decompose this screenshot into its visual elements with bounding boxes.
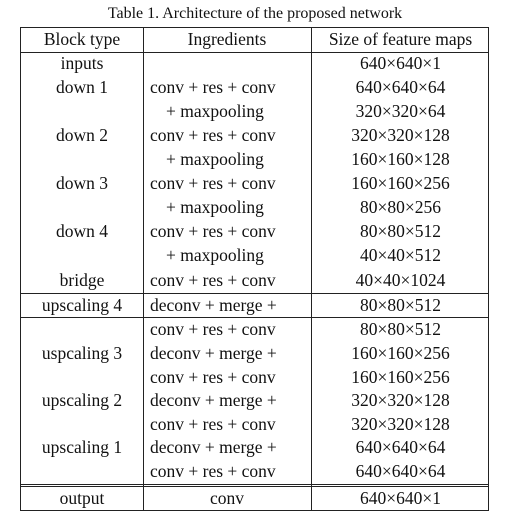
section-rule [21,317,488,318]
block-type-cell: upscaling 2 [41,390,123,410]
ingredient-cell: conv + res + conv [150,125,276,145]
feature-map-cell: 160×160×256 [351,343,450,363]
feature-map-cell: 320×320×128 [351,125,450,145]
section-rule [21,484,488,487]
feature-map-cell: 40×40×1024 [355,270,446,290]
feature-map-cell: 160×160×256 [351,367,450,387]
feature-map-cell: 320×320×128 [351,414,450,434]
ingredient-cell: conv + res + conv [150,414,276,434]
feature-map-cell: 320×320×128 [351,390,450,410]
feature-map-cell: 640×640×64 [355,437,446,457]
column-divider [143,28,144,510]
block-type-cell: down 2 [55,125,108,145]
ingredient-cell: deconv + merge + [150,390,277,410]
block-type-cell: upscaling 4 [41,295,123,315]
feature-map-cell: 640×640×1 [360,488,441,508]
block-type-cell: output [59,488,105,508]
feature-map-cell: 160×160×256 [351,173,450,193]
architecture-table: Block type Ingredients Size of feature m… [20,27,489,511]
feature-map-cell: 640×640×64 [355,77,446,97]
column-divider [311,28,312,510]
block-type-cell: down 4 [55,221,108,241]
feature-map-cell: 640×640×64 [355,461,446,481]
ingredient-cell: conv + res + conv [150,319,276,339]
block-type-cell: upscaling 1 [41,437,123,457]
header-feature-map-size: Size of feature maps [328,29,473,49]
block-type-cell: down 1 [55,77,108,97]
feature-map-cell: 80×80×512 [360,221,441,241]
block-type-cell: uspcaling 3 [41,343,123,363]
header-ingredients: Ingredients [187,29,267,49]
ingredient-cell: conv [209,488,245,508]
ingredient-cell: + maxpooling [166,245,264,265]
header-block-type: Block type [43,29,121,49]
ingredient-cell: conv + res + conv [150,461,276,481]
ingredient-cell: conv + res + conv [150,270,276,290]
ingredient-cell: deconv + merge + [150,295,277,315]
feature-map-cell: 320×320×64 [355,101,446,121]
feature-map-cell: 80×80×512 [360,295,441,315]
block-type-cell: down 3 [55,173,108,193]
ingredient-cell: conv + res + conv [150,221,276,241]
ingredient-cell: + maxpooling [166,101,264,121]
feature-map-cell: 80×80×256 [360,197,441,217]
feature-map-cell: 160×160×128 [351,149,450,169]
ingredient-cell: deconv + merge + [150,437,277,457]
section-rule [21,293,488,294]
feature-map-cell: 40×40×512 [360,245,441,265]
ingredient-cell: conv + res + conv [150,173,276,193]
ingredient-cell: conv + res + conv [150,367,276,387]
ingredient-cell: conv + res + conv [150,77,276,97]
block-type-cell: bridge [59,270,105,290]
block-type-cell: inputs [60,53,104,73]
table-caption: Table 1. Architecture of the proposed ne… [107,5,403,22]
ingredient-cell: + maxpooling [166,197,264,217]
feature-map-cell: 640×640×1 [360,53,441,73]
ingredient-cell: deconv + merge + [150,343,277,363]
ingredient-cell: + maxpooling [166,149,264,169]
feature-map-cell: 80×80×512 [360,319,441,339]
header-rule [21,52,488,53]
